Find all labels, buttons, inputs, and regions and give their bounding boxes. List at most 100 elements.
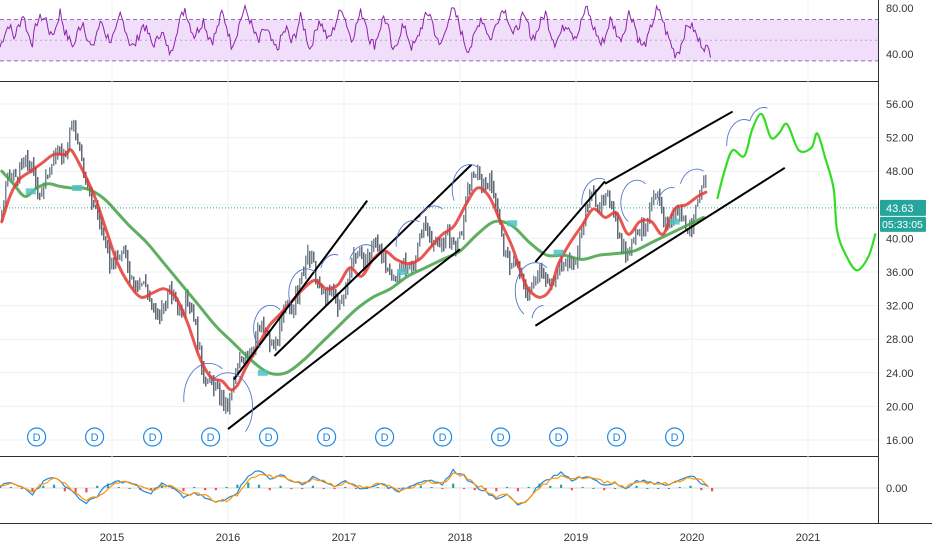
event-circle-label: D: [323, 432, 331, 444]
last-price-badge: [880, 199, 926, 216]
osc-histogram-bar: [193, 486, 196, 488]
event-circle[interactable]: [26, 427, 47, 447]
osc-histogram-bar: [430, 486, 433, 488]
cycle-arc: [620, 179, 646, 222]
osc-histogram-bar: [268, 488, 271, 491]
trend-channel-line[interactable]: [534, 166, 786, 327]
cycle-arc: [514, 262, 548, 315]
osc-histogram-bar: [117, 486, 120, 488]
osc-histogram-bar: [452, 483, 455, 488]
cycle-arc: [656, 187, 675, 205]
cycle-arc: [531, 305, 544, 319]
crossover-marker: [257, 369, 268, 376]
event-circle[interactable]: [201, 427, 221, 447]
event-circle-label: D: [381, 432, 389, 444]
rsi-panel: [0, 3, 878, 62]
rsi-y-tick: 80.00: [886, 3, 914, 15]
osc-histogram-bar: [581, 486, 584, 488]
trend-channel-line[interactable]: [604, 110, 734, 185]
axis-labels: 80.0040.0056.0052.0048.0044.0040.0036.00…: [100, 0, 932, 544]
cycle-arc: [320, 254, 339, 268]
x-tick: 2021: [796, 532, 820, 544]
trend-channel-line[interactable]: [534, 180, 606, 263]
price-y-tick: 20.00: [886, 401, 914, 413]
osc-histogram-bar: [592, 488, 595, 489]
event-circle[interactable]: [317, 427, 337, 447]
event-circle[interactable]: [664, 427, 685, 447]
osc-histogram-bar: [398, 488, 401, 490]
cycle-arc: [581, 177, 606, 205]
osc-histogram-bar: [74, 488, 77, 493]
x-tick: 2017: [332, 532, 356, 544]
price-y-tick: 28.00: [886, 334, 914, 346]
osc-histogram-bar: [495, 488, 498, 492]
price-y-tick: 40.00: [886, 233, 914, 245]
osc-histogram-bar: [290, 488, 293, 490]
cycle-arc: [210, 372, 254, 432]
osc-histogram-bar: [527, 486, 530, 488]
crossover-marker: [72, 185, 83, 191]
event-circle[interactable]: [491, 427, 511, 447]
event-circle-label: D: [265, 432, 273, 444]
x-tick: 2018: [448, 532, 472, 544]
projection-path[interactable]: [716, 112, 877, 272]
cycle-arc: [288, 268, 316, 308]
ma-slow-line: [0, 169, 706, 376]
last-price-label: 43.63: [886, 203, 914, 215]
rsi-line: [0, 3, 711, 59]
osc-histogram-bar: [570, 488, 573, 491]
osc-histogram-bar: [301, 488, 304, 490]
event-circle[interactable]: [433, 427, 453, 447]
trend-channel-line[interactable]: [232, 200, 369, 381]
osc-histogram-bar: [473, 488, 476, 491]
osc-histogram-bar: [128, 488, 131, 489]
osc-histogram-bar: [711, 488, 714, 492]
osc-histogram-bar: [106, 483, 110, 488]
osc-histogram-bar: [31, 488, 34, 492]
osc-histogram-bar: [236, 484, 239, 488]
event-circle[interactable]: [259, 427, 279, 447]
osc-histogram-bar: [311, 485, 315, 488]
event-circle[interactable]: [143, 427, 163, 447]
event-circle-label: D: [497, 432, 505, 444]
osc-histogram-bar: [441, 488, 444, 490]
price-tags[interactable]: 43.63 05:33:05: [880, 199, 926, 232]
osc-histogram-bar: [322, 488, 325, 490]
osc-histogram-bar: [171, 488, 174, 490]
price-y-tick: 24.00: [886, 368, 914, 380]
osc-histogram-bar: [678, 486, 681, 488]
event-circle[interactable]: [606, 427, 627, 447]
osc-histogram-bar: [344, 486, 347, 488]
cycle-arc: [726, 119, 751, 147]
osc-histogram-bar: [247, 482, 250, 488]
osc-histogram-bar: [203, 488, 207, 491]
osc-histogram-bar: [52, 484, 56, 488]
trend-channel-line[interactable]: [273, 163, 473, 357]
cycle-arc: [679, 168, 704, 184]
osc-histogram-bar: [559, 484, 563, 488]
price-y-tick: 32.00: [886, 301, 914, 313]
osc-y-tick: 0.00: [886, 483, 907, 495]
price-y-tick: 48.00: [886, 166, 914, 178]
price-y-tick: 56.00: [886, 99, 914, 111]
cycle-arc: [395, 219, 420, 247]
osc-histogram-bar: [657, 488, 660, 489]
osc-histogram-bar: [96, 485, 99, 488]
event-circle[interactable]: [84, 427, 105, 447]
osc-histogram-bar: [279, 485, 282, 488]
osc-signal-line: [0, 472, 709, 505]
osc-histogram-bar: [689, 485, 692, 488]
cycle-arc: [349, 244, 374, 260]
x-tick: 2015: [100, 532, 124, 544]
event-circle[interactable]: [375, 427, 395, 447]
osc-histogram-bar: [700, 488, 703, 491]
event-circle[interactable]: [548, 427, 569, 447]
trend-channel-line[interactable]: [227, 248, 461, 430]
cycle-arc: [253, 304, 281, 348]
osc-histogram-bar: [635, 485, 638, 488]
